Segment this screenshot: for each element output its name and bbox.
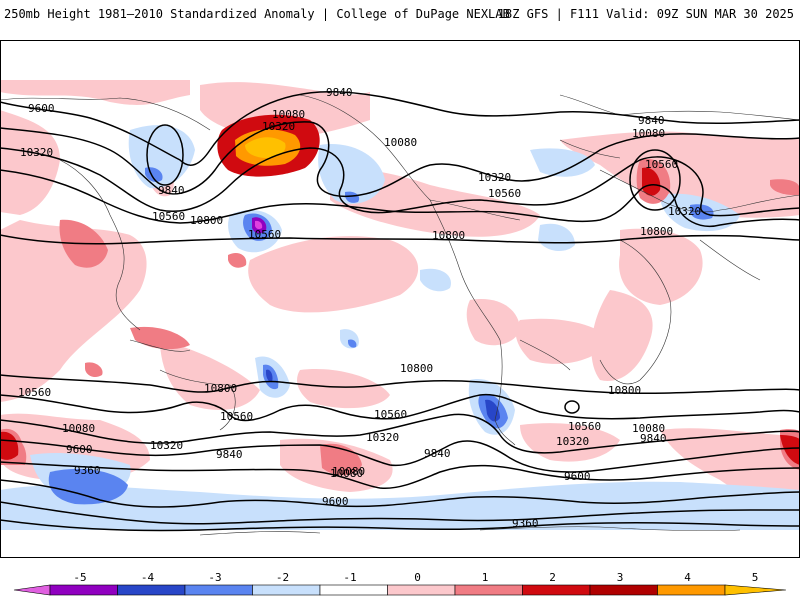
contour-label: 10800 xyxy=(190,214,223,227)
contour-label: 9360 xyxy=(512,517,539,530)
colorbar-segment xyxy=(319,584,388,596)
colorbar-tick-labels: -5 -4 -3 -2 -1 0 1 2 3 4 5 xyxy=(73,571,758,584)
contour-label: 9840 xyxy=(640,432,667,445)
anomaly-map: 9600 9840 10320 10080 10320 9840 10560 1… xyxy=(0,40,800,558)
contour-label: 9840 xyxy=(216,448,243,461)
contour-label: 10080 xyxy=(272,108,305,121)
closed-contours xyxy=(146,124,681,414)
contour-label: 10800 xyxy=(640,225,673,238)
contour-label: 9840 xyxy=(326,86,353,99)
contour-label: 10800 xyxy=(608,384,641,397)
contour-label: 10800 xyxy=(432,229,465,242)
contour-label: 9360 xyxy=(74,464,101,477)
colorbar-segment xyxy=(387,584,456,596)
contour-labels: 9600 9840 10320 10080 10320 9840 10560 1… xyxy=(18,86,701,530)
contour-label: 9840 xyxy=(638,114,665,127)
contour-label: 10080 xyxy=(632,127,665,140)
colorbar-arrow-right xyxy=(724,584,787,596)
contour-label: 10320 xyxy=(20,146,53,159)
colorbar-tick-label: 4 xyxy=(684,571,691,584)
colorbar-arrow-left xyxy=(13,584,51,596)
contour-label: 10080 xyxy=(632,422,665,435)
contour-label: 10560 xyxy=(220,410,253,423)
contour-label: 9600 xyxy=(28,102,55,115)
header: 250mb Height 1981–2010 Standardized Anom… xyxy=(0,0,800,30)
colorbar-tick-label: -3 xyxy=(208,571,221,584)
colorbar-segment xyxy=(117,584,186,596)
colorbar-tick-label: 2 xyxy=(549,571,556,584)
contour-label: 10560 xyxy=(488,187,521,200)
contour-label: 9600 xyxy=(564,470,591,483)
contour-label: 9840 xyxy=(158,184,185,197)
contour-label: 10560 xyxy=(248,228,281,241)
model-run-info: 18Z GFS | F111 Valid: 09Z SUN MAR 30 202… xyxy=(497,7,794,21)
map-title: 250mb Height 1981–2010 Standardized Anom… xyxy=(4,7,510,21)
coastlines xyxy=(0,94,800,536)
anomaly-colorbar: -5 -4 -3 -2 -1 0 1 2 3 4 5 xyxy=(13,571,787,596)
colorbar-tick-label: -5 xyxy=(73,571,86,584)
colorbar-tick-label: 5 xyxy=(752,571,759,584)
colorbar-tick-label: -2 xyxy=(276,571,289,584)
contour-label: 10800 xyxy=(400,362,433,375)
contour-label: 9600 xyxy=(66,443,93,456)
colorbar-tick-label: 0 xyxy=(414,571,421,584)
colorbar-tick-label: 3 xyxy=(617,571,624,584)
contour-label: 10320 xyxy=(150,439,183,452)
contour-label: 10560 xyxy=(568,420,601,433)
colorbar-segment xyxy=(184,584,253,596)
contour-label: 10560 xyxy=(374,408,407,421)
contour-label: 10320 xyxy=(556,435,589,448)
contour-label: 10080 xyxy=(332,465,365,478)
contour-label: 10080 xyxy=(330,467,363,480)
contour-label: 10320 xyxy=(668,205,701,218)
contour-label: 10800 xyxy=(204,382,237,395)
contour-label: 10320 xyxy=(366,431,399,444)
contour-label: 10080 xyxy=(62,422,95,435)
contour-label: 10560 xyxy=(152,210,185,223)
contour-label: 10560 xyxy=(18,386,51,399)
colorbar-segment xyxy=(252,584,321,596)
colorbar-tick-label: -4 xyxy=(141,571,155,584)
colorbar-segment xyxy=(522,584,591,596)
contour-label: 10560 xyxy=(645,158,678,171)
contour-label: 9840 xyxy=(424,447,451,460)
colorbar-tick-label: 1 xyxy=(482,571,489,584)
positive-anomaly-strong xyxy=(0,114,800,465)
colorbar-segment xyxy=(589,584,658,596)
colorbar-segment xyxy=(454,584,523,596)
contour-label: 10320 xyxy=(262,120,295,133)
contour-label: 10320 xyxy=(478,171,511,184)
colorbar-segments xyxy=(13,584,787,596)
contour-label: 10080 xyxy=(384,136,417,149)
colorbar-tick-label: -1 xyxy=(343,571,356,584)
height-contours xyxy=(0,90,800,532)
colorbar-segment xyxy=(657,584,726,596)
colorbar-segment xyxy=(49,584,118,596)
contour-label: 9600 xyxy=(322,495,349,508)
